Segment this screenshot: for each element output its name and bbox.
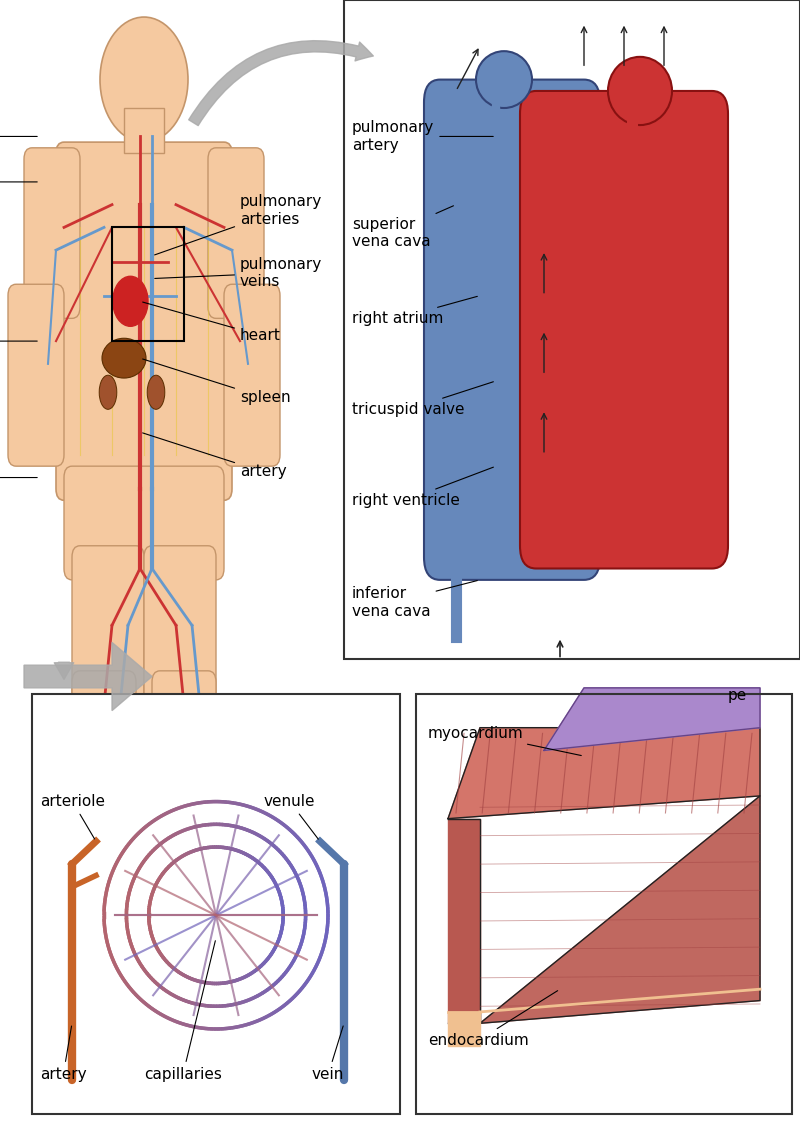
Text: myocardium: myocardium — [428, 725, 582, 755]
Text: inferior
vena cava: inferior vena cava — [352, 581, 478, 619]
FancyBboxPatch shape — [64, 466, 224, 580]
Polygon shape — [24, 642, 152, 711]
FancyBboxPatch shape — [344, 0, 800, 659]
Text: right atrium: right atrium — [352, 297, 478, 326]
Ellipse shape — [99, 375, 117, 409]
Text: venule: venule — [264, 794, 318, 839]
Polygon shape — [448, 728, 760, 819]
Text: artery: artery — [142, 433, 286, 480]
FancyBboxPatch shape — [24, 148, 80, 318]
Text: pe: pe — [728, 688, 747, 704]
Ellipse shape — [476, 51, 532, 108]
FancyBboxPatch shape — [72, 671, 136, 841]
Text: artery: artery — [40, 1026, 86, 1082]
Polygon shape — [480, 796, 760, 1023]
FancyBboxPatch shape — [148, 819, 220, 864]
FancyBboxPatch shape — [32, 694, 400, 1114]
Ellipse shape — [102, 338, 146, 377]
FancyArrowPatch shape — [189, 41, 374, 125]
Text: pulmonary
arteries: pulmonary arteries — [154, 194, 322, 255]
Text: superior
vena cava: superior vena cava — [352, 206, 454, 249]
Ellipse shape — [147, 375, 165, 409]
Text: arteriole: arteriole — [40, 794, 105, 839]
Circle shape — [113, 276, 148, 326]
Circle shape — [100, 17, 188, 142]
Text: right ventricle: right ventricle — [352, 467, 494, 508]
FancyBboxPatch shape — [56, 142, 232, 500]
Text: heart: heart — [142, 302, 281, 343]
Text: pulmonary
artery: pulmonary artery — [352, 121, 494, 152]
Text: capillaries: capillaries — [144, 940, 222, 1082]
FancyBboxPatch shape — [8, 284, 64, 466]
FancyBboxPatch shape — [124, 108, 164, 153]
Text: spleen: spleen — [142, 359, 290, 406]
FancyBboxPatch shape — [144, 546, 216, 705]
Text: pulmonary
veins: pulmonary veins — [154, 257, 322, 289]
Polygon shape — [448, 1012, 480, 1046]
FancyBboxPatch shape — [424, 80, 600, 580]
FancyBboxPatch shape — [224, 284, 280, 466]
FancyBboxPatch shape — [68, 819, 140, 864]
FancyBboxPatch shape — [152, 671, 216, 841]
FancyBboxPatch shape — [72, 546, 144, 705]
FancyBboxPatch shape — [208, 148, 264, 318]
Text: tricuspid valve: tricuspid valve — [352, 382, 494, 417]
Text: vein: vein — [312, 1026, 344, 1082]
Polygon shape — [544, 688, 760, 750]
Text: endocardium: endocardium — [428, 990, 558, 1048]
FancyBboxPatch shape — [416, 694, 792, 1114]
FancyBboxPatch shape — [520, 91, 728, 568]
FancyArrowPatch shape — [54, 662, 74, 680]
Polygon shape — [448, 819, 480, 1023]
Ellipse shape — [608, 57, 672, 125]
